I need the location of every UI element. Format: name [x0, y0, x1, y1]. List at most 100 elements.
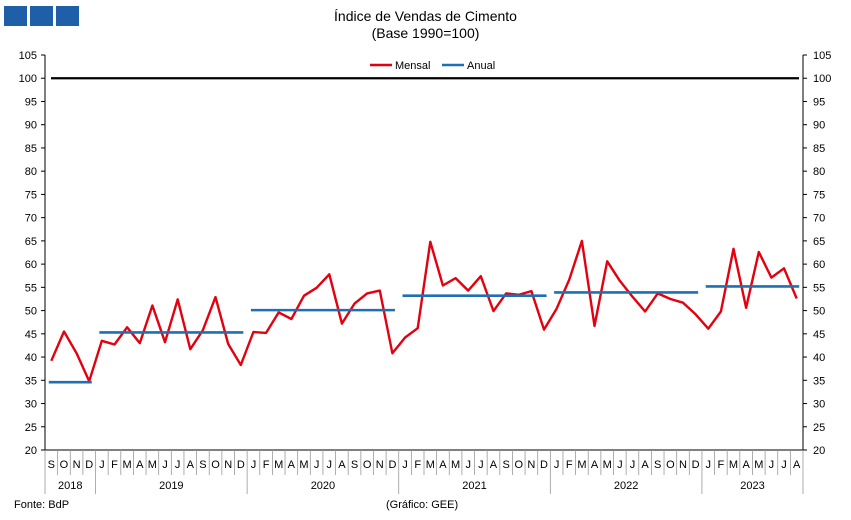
x-tick-label-month: D	[85, 459, 93, 471]
x-tick-label-month: M	[754, 459, 763, 471]
x-tick-label-month: J	[617, 459, 623, 471]
x-tick-label-month: S	[502, 459, 509, 471]
x-tick-label-month: A	[742, 459, 750, 471]
y-tick-label-right: 75	[813, 189, 825, 201]
y-tick-label-right: 30	[813, 399, 825, 411]
x-tick-label-month: J	[630, 459, 636, 471]
series-line-mensal	[50, 239, 798, 383]
x-tick-label-month: F	[263, 459, 270, 471]
y-tick-label-right: 85	[813, 143, 825, 155]
x-tick-label-month: N	[376, 459, 384, 471]
x-tick-label-month: J	[251, 459, 257, 471]
x-tick-label-month: A	[439, 459, 447, 471]
x-tick-label-month: D	[237, 459, 245, 471]
y-tick-label-right: 80	[813, 166, 825, 178]
y-tick-label-left: 45	[25, 329, 37, 341]
y-tick-label-left: 80	[25, 166, 37, 178]
legend-label: Anual	[467, 60, 495, 72]
x-tick-label-month: N	[224, 459, 232, 471]
x-tick-label-month: O	[363, 459, 372, 471]
chart-subtitle: (Base 1990=100)	[371, 25, 480, 41]
x-tick-label-month: O	[666, 459, 675, 471]
x-tick-label-month: O	[60, 459, 69, 471]
y-tick-label-left: 65	[25, 236, 37, 248]
y-tick-label-left: 70	[25, 213, 37, 225]
x-tick-label-month: N	[527, 459, 535, 471]
x-tick-label-month: A	[136, 459, 144, 471]
x-tick-label-month: J	[781, 459, 787, 471]
x-tick-label-month: J	[706, 459, 712, 471]
y-tick-label-right: 50	[813, 306, 825, 318]
x-tick-label-year: 2020	[311, 480, 335, 492]
x-tick-label-month: J	[402, 459, 408, 471]
x-tick-label-year: 2021	[462, 480, 486, 492]
x-tick-label-month: M	[299, 459, 308, 471]
y-tick-label-right: 35	[813, 375, 825, 387]
x-tick-label-month: S	[654, 459, 661, 471]
legend-label: Mensal	[395, 60, 430, 72]
x-tick-label-year: 2023	[740, 480, 764, 492]
y-tick-label-right: 100	[813, 73, 831, 85]
y-tick-label-left: 25	[25, 422, 37, 434]
x-tick-label-month: A	[187, 459, 195, 471]
y-tick-label-left: 100	[19, 73, 37, 85]
x-tick-label-month: J	[465, 459, 471, 471]
chart-title-block: Índice de Vendas de Cimento (Base 1990=1…	[0, 8, 851, 42]
logo-block	[4, 6, 27, 26]
x-tick-label-month: O	[514, 459, 523, 471]
credit-note: (Gráfico: GEE)	[386, 499, 459, 511]
x-tick-label-year: 2022	[614, 480, 638, 492]
x-tick-label-month: M	[274, 459, 283, 471]
logo-block	[30, 6, 53, 26]
chart-title: Índice de Vendas de Cimento	[334, 8, 517, 24]
x-tick-label-month: F	[414, 459, 421, 471]
y-tick-label-right: 25	[813, 422, 825, 434]
y-tick-label-right: 105	[813, 50, 831, 62]
x-tick-label-month: J	[327, 459, 333, 471]
x-tick-label-month: S	[351, 459, 358, 471]
logo-block	[56, 6, 79, 26]
x-tick-label-month: J	[314, 459, 320, 471]
x-tick-label-month: J	[175, 459, 181, 471]
x-tick-label-month: A	[490, 459, 498, 471]
x-tick-label-month: F	[111, 459, 118, 471]
x-tick-label-month: A	[641, 459, 649, 471]
y-tick-label-left: 105	[19, 50, 37, 62]
x-tick-label-month: A	[591, 459, 599, 471]
x-tick-label-year: 2018	[58, 480, 82, 492]
x-tick-label-month: N	[679, 459, 687, 471]
y-tick-label-right: 55	[813, 282, 825, 294]
y-tick-label-right: 60	[813, 259, 825, 271]
x-tick-label-month: F	[718, 459, 725, 471]
x-tick-label-month: J	[554, 459, 560, 471]
x-tick-label-month: M	[426, 459, 435, 471]
x-tick-label-month: A	[793, 459, 801, 471]
y-tick-label-right: 65	[813, 236, 825, 248]
x-tick-label-month: A	[288, 459, 296, 471]
y-tick-label-left: 40	[25, 352, 37, 364]
source-note: Fonte: BdP	[14, 499, 70, 511]
y-tick-label-right: 45	[813, 329, 825, 341]
y-tick-label-left: 95	[25, 96, 37, 108]
x-tick-label-month: M	[451, 459, 460, 471]
x-tick-label-month: D	[540, 459, 548, 471]
y-tick-label-left: 50	[25, 306, 37, 318]
y-tick-label-right: 95	[813, 96, 825, 108]
x-tick-label-month: D	[692, 459, 700, 471]
x-tick-label-year: 2019	[159, 480, 183, 492]
x-tick-label-month: M	[603, 459, 612, 471]
x-tick-label-month: N	[73, 459, 81, 471]
y-tick-label-left: 35	[25, 375, 37, 387]
bdp-logo-icon	[4, 6, 79, 26]
x-tick-label-month: A	[338, 459, 346, 471]
x-tick-label-month: M	[729, 459, 738, 471]
y-tick-label-left: 85	[25, 143, 37, 155]
y-tick-label-right: 70	[813, 213, 825, 225]
y-tick-label-right: 20	[813, 445, 825, 457]
y-tick-label-left: 90	[25, 120, 37, 132]
y-tick-label-left: 55	[25, 282, 37, 294]
x-tick-label-month: D	[388, 459, 396, 471]
x-tick-label-month: M	[123, 459, 132, 471]
y-tick-label-right: 90	[813, 120, 825, 132]
